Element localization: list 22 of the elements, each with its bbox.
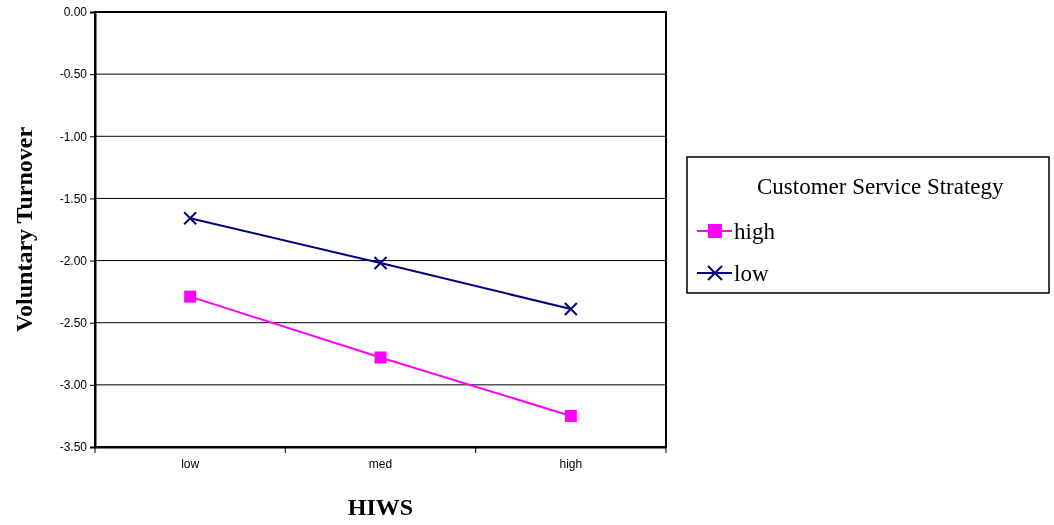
x-tick-label: high [559, 456, 583, 471]
legend-title: Customer Service Strategy [757, 174, 1005, 199]
y-tick-label: -1.50 [59, 191, 88, 206]
y-tick-label: -3.00 [59, 378, 88, 393]
x-tick-label: low [181, 456, 200, 471]
y-tick-label: -2.50 [59, 316, 88, 331]
x-axis-title: HIWS [347, 494, 414, 520]
point [563, 302, 578, 317]
point [184, 290, 197, 303]
x-tick-label: med [368, 456, 393, 471]
y-tick-label: 0.00 [63, 5, 88, 20]
y-axis-title: Voluntary Turnover [11, 126, 37, 333]
point [183, 211, 198, 226]
legend-label: low [734, 261, 769, 286]
y-tick-label: -3.50 [59, 440, 88, 455]
y-tick-label: -2.00 [59, 253, 88, 268]
legend-label: high [734, 219, 776, 244]
point [373, 256, 388, 271]
point [374, 351, 387, 364]
y-tick-label: -1.00 [59, 129, 88, 144]
y-tick-label: -0.50 [59, 67, 88, 82]
point [564, 409, 577, 422]
